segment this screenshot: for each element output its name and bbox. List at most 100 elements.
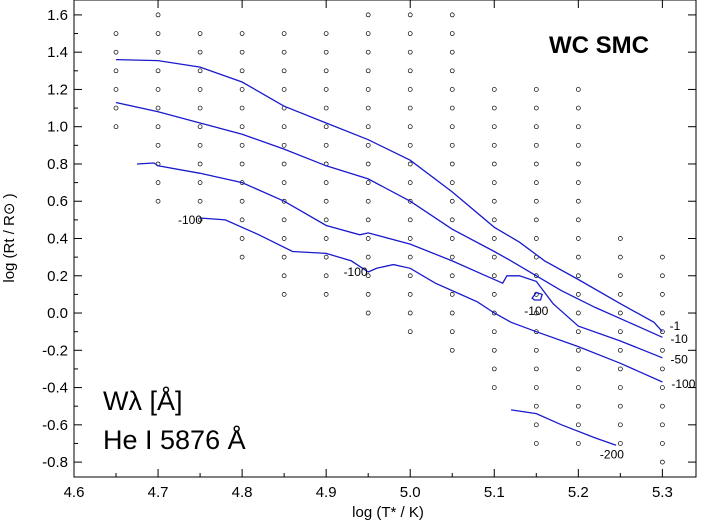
grid-model-point xyxy=(449,310,455,316)
grid-model-point xyxy=(575,422,581,428)
grid-model-point xyxy=(491,236,497,241)
grid-model-point xyxy=(239,198,245,204)
grid-model-point xyxy=(449,198,455,204)
contour-label: -100 xyxy=(524,304,548,318)
grid-model-point xyxy=(155,31,161,36)
grid-model-markers xyxy=(113,12,665,465)
grid-model-point xyxy=(575,161,581,167)
grid-model-point xyxy=(323,124,329,130)
grid-model-point xyxy=(575,347,581,353)
grid-model-point xyxy=(323,87,329,92)
grid-model-point xyxy=(281,49,287,55)
y-tick-label: 1.0 xyxy=(47,119,68,136)
grid-model-point xyxy=(533,310,539,316)
y-tick-label: 1.4 xyxy=(47,44,68,61)
grid-model-point xyxy=(155,124,161,130)
grid-model-point xyxy=(575,366,581,372)
grid-model-point xyxy=(575,236,581,241)
y-tick-label: 1.6 xyxy=(47,7,68,24)
grid-model-point xyxy=(575,403,581,409)
grid-model-point xyxy=(533,180,539,185)
grid-model-point xyxy=(491,366,497,372)
grid-model-point xyxy=(365,217,371,223)
grid-model-point xyxy=(281,198,287,204)
grid-model-point xyxy=(281,273,287,279)
grid-model-point xyxy=(365,198,371,204)
grid-model-point xyxy=(323,31,329,36)
grid-model-point xyxy=(533,161,539,167)
grid-model-point xyxy=(618,310,623,316)
grid-model-point xyxy=(407,161,413,167)
grid-model-point xyxy=(618,329,623,335)
grid-model-point xyxy=(491,198,497,204)
grid-model-point xyxy=(618,254,623,260)
grid-model-point xyxy=(323,254,329,260)
grid-model-point xyxy=(660,310,665,316)
grid-model-point xyxy=(323,180,329,185)
grid-model-point xyxy=(575,329,581,335)
grid-model-point xyxy=(575,198,581,204)
y-tick-label: -0.2 xyxy=(42,342,68,359)
x-tick-label: 5.0 xyxy=(400,484,421,501)
grid-model-point xyxy=(660,403,665,409)
grid-model-point xyxy=(197,105,203,111)
grid-model-point xyxy=(113,124,119,130)
grid-model-point xyxy=(365,161,371,167)
grid-model-point xyxy=(323,236,329,241)
y-tick-label: 0.8 xyxy=(47,156,68,173)
y-tick-label: 0.6 xyxy=(47,193,68,210)
grid-model-point xyxy=(281,292,287,297)
contour-line xyxy=(511,409,617,446)
x-tick-label: 4.7 xyxy=(148,484,169,501)
grid-model-point xyxy=(407,254,413,260)
grid-model-point xyxy=(365,180,371,185)
grid-model-point xyxy=(365,273,371,279)
grid-model-point xyxy=(660,422,665,428)
y-tick-label: 1.2 xyxy=(47,81,68,98)
grid-model-point xyxy=(323,198,329,204)
grid-model-point xyxy=(660,441,665,446)
grid-model-point xyxy=(323,273,329,279)
grid-model-point xyxy=(575,273,581,279)
grid-model-point xyxy=(197,68,203,74)
y-tick-label: 0.2 xyxy=(47,268,68,285)
grid-model-point xyxy=(491,329,497,335)
annotation-line-2: He I 5876 Å xyxy=(103,424,246,455)
contour-lines xyxy=(115,58,663,446)
grid-model-point xyxy=(575,441,581,446)
grid-model-point xyxy=(660,385,665,390)
grid-model-point xyxy=(281,254,287,260)
contour-label: -100 xyxy=(671,377,695,391)
grid-model-point xyxy=(197,217,203,223)
grid-model-point xyxy=(660,459,665,465)
grid-model-point xyxy=(660,366,665,372)
grid-model-point xyxy=(491,105,497,111)
grid-model-point xyxy=(618,403,623,409)
grid-model-point xyxy=(365,236,371,241)
grid-model-point xyxy=(365,87,371,92)
grid-model-point xyxy=(407,68,413,74)
grid-model-point xyxy=(239,236,245,241)
grid-model-point xyxy=(155,68,161,74)
grid-model-point xyxy=(491,180,497,185)
grid-model-point xyxy=(491,292,497,297)
grid-model-point xyxy=(533,347,539,353)
grid-model-point xyxy=(449,161,455,167)
grid-model-point xyxy=(197,161,203,167)
grid-model-point xyxy=(155,142,161,148)
grid-model-point xyxy=(575,385,581,390)
grid-model-point xyxy=(533,366,539,372)
grid-model-point xyxy=(239,105,245,111)
grid-model-point xyxy=(533,198,539,204)
contour-label: -1 xyxy=(670,319,681,333)
grid-model-point xyxy=(407,198,413,204)
grid-model-point xyxy=(407,310,413,316)
grid-model-point xyxy=(618,347,623,353)
grid-model-point xyxy=(491,310,497,316)
grid-model-point xyxy=(365,124,371,130)
grid-model-point xyxy=(407,142,413,148)
grid-model-point xyxy=(449,12,455,18)
grid-model-point xyxy=(155,87,161,92)
grid-model-point xyxy=(533,273,539,279)
grid-model-point xyxy=(449,68,455,74)
